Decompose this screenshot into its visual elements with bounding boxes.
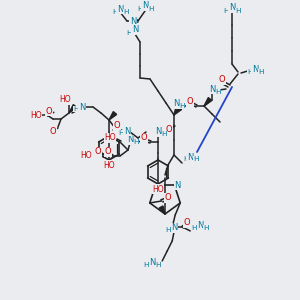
Text: N: N <box>142 2 148 10</box>
Text: H: H <box>166 227 171 233</box>
Text: O: O <box>114 122 120 130</box>
Polygon shape <box>69 105 77 113</box>
Text: N: N <box>229 4 235 13</box>
Polygon shape <box>204 98 212 106</box>
Text: N: N <box>79 103 85 112</box>
Text: N: N <box>252 64 258 74</box>
Text: H: H <box>223 8 229 14</box>
Text: N: N <box>149 258 155 267</box>
Text: HO: HO <box>30 110 42 119</box>
Text: H: H <box>126 30 132 36</box>
Text: H: H <box>123 9 129 15</box>
Text: N: N <box>155 128 161 136</box>
Text: O: O <box>46 106 52 116</box>
Text: H: H <box>193 156 199 162</box>
Text: H: H <box>215 89 221 95</box>
Text: N: N <box>127 136 133 145</box>
Text: H: H <box>203 225 209 231</box>
Text: O: O <box>166 125 172 134</box>
Text: N: N <box>117 4 123 14</box>
Text: N: N <box>173 100 179 109</box>
Text: H: H <box>112 9 118 15</box>
Polygon shape <box>109 112 117 120</box>
Text: H: H <box>137 6 143 12</box>
Text: O: O <box>95 148 101 157</box>
Text: HO: HO <box>104 134 116 142</box>
Text: H: H <box>133 139 139 145</box>
Text: H: H <box>183 156 189 162</box>
Text: O: O <box>184 218 190 227</box>
Text: O: O <box>50 127 56 136</box>
Text: H: H <box>155 262 161 268</box>
Text: HO: HO <box>152 184 164 194</box>
Text: H: H <box>161 131 167 137</box>
Text: N: N <box>187 152 193 161</box>
Text: H: H <box>118 130 124 136</box>
Text: N: N <box>171 224 177 232</box>
Text: HO: HO <box>80 152 92 160</box>
Text: O: O <box>219 76 225 85</box>
Text: O: O <box>187 98 193 106</box>
Text: N: N <box>197 221 203 230</box>
Text: H: H <box>73 106 79 112</box>
Text: H: H <box>235 8 241 14</box>
Text: H: H <box>143 262 149 268</box>
Text: N: N <box>132 26 138 34</box>
Text: N: N <box>124 127 130 136</box>
Text: H: H <box>258 69 264 75</box>
Text: H: H <box>148 6 154 12</box>
Text: H: H <box>179 103 185 109</box>
Text: N: N <box>174 181 181 190</box>
Text: N: N <box>209 85 215 94</box>
Text: O: O <box>105 148 111 157</box>
Text: O: O <box>141 134 147 142</box>
Text: HO: HO <box>59 95 71 104</box>
Text: H: H <box>191 225 197 231</box>
Polygon shape <box>174 106 182 115</box>
Text: N: N <box>130 16 136 26</box>
Text: HO: HO <box>103 160 115 169</box>
Text: O: O <box>164 194 171 202</box>
Text: H: H <box>247 69 253 75</box>
Polygon shape <box>159 206 165 214</box>
